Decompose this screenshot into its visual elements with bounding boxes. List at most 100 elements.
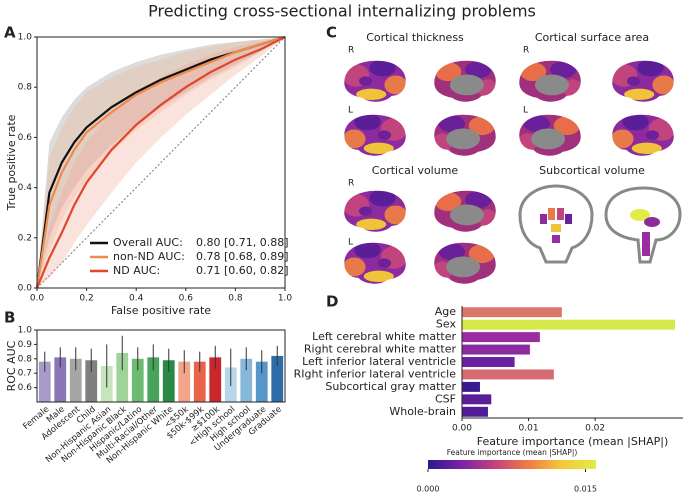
axes-frame bbox=[36, 329, 286, 403]
x-tick-label: 0.02 bbox=[585, 424, 605, 434]
y-tick-label: Sex bbox=[436, 318, 457, 331]
bar bbox=[462, 369, 554, 380]
y-tick-label: 0.6 bbox=[18, 383, 33, 393]
brain-lateral bbox=[342, 188, 408, 237]
y-tick-label: RIght inferior lateral ventricle bbox=[294, 367, 457, 380]
brain-lateral bbox=[342, 240, 408, 289]
x-tick-label: 0.0 bbox=[30, 294, 45, 304]
x-tick-label: 0.00 bbox=[452, 424, 472, 434]
y-tick-label: Left inferior lateral ventricle bbox=[302, 355, 456, 368]
brain-medial bbox=[432, 240, 498, 289]
colorbar-tick-label: 0.000 bbox=[417, 485, 440, 494]
hemisphere-label: L bbox=[348, 106, 353, 116]
x-tick-label: 0.8 bbox=[228, 294, 243, 304]
y-tick-label: 0.6 bbox=[18, 133, 33, 143]
bar bbox=[178, 361, 191, 402]
brain-medial bbox=[432, 58, 498, 107]
brain-medial bbox=[432, 112, 498, 161]
y-tick-label: Left cerebral white matter bbox=[312, 330, 456, 343]
bar bbox=[462, 394, 492, 405]
y-tick-label: Age bbox=[435, 305, 457, 318]
confidence-band bbox=[37, 37, 285, 288]
panel-letter: A bbox=[4, 24, 16, 42]
y-tick-label: 0.9 bbox=[18, 340, 33, 350]
bar bbox=[54, 357, 67, 402]
confidence-band bbox=[37, 37, 285, 288]
legend-auc: 0.80 [0.71, 0.88] bbox=[196, 236, 289, 249]
y-tick-label: 0.8 bbox=[18, 354, 33, 364]
bar bbox=[255, 361, 268, 402]
bar bbox=[69, 358, 82, 402]
y-tick-label: 0.7 bbox=[18, 369, 32, 379]
map-title: Cortical surface area bbox=[535, 31, 649, 44]
y-axis-label: ROC AUC bbox=[5, 340, 18, 391]
bar bbox=[147, 357, 160, 402]
y-tick-label: Whole-brain bbox=[389, 405, 456, 418]
subcortical-sagittal bbox=[604, 186, 682, 264]
colorbar-title: Feature importance (mean |SHAP|) bbox=[447, 448, 578, 457]
x-tick-label: 0.6 bbox=[179, 294, 194, 304]
bar bbox=[462, 381, 480, 392]
legend-label: ND AUC: bbox=[113, 264, 160, 277]
y-tick-label: CSF bbox=[435, 392, 456, 405]
hemisphere-label: R bbox=[348, 179, 354, 189]
bar bbox=[240, 358, 253, 402]
y-tick-label: Right cerebral white matter bbox=[304, 343, 457, 356]
subcortical-coronal bbox=[518, 184, 594, 264]
figure-title: Predicting cross-sectional internalizing… bbox=[148, 2, 536, 21]
y-tick-label: 0.8 bbox=[18, 83, 33, 93]
hemisphere-label: L bbox=[523, 106, 528, 116]
y-tick-label: 1.0 bbox=[18, 326, 33, 336]
hemisphere-label: L bbox=[348, 238, 353, 248]
colorbar-tick-label: 0.015 bbox=[574, 485, 597, 494]
x-axis-label: False positive rate bbox=[111, 304, 211, 317]
bar bbox=[462, 307, 562, 318]
panel-letter: C bbox=[326, 24, 337, 42]
y-axis-label: True positive rate bbox=[5, 114, 18, 211]
bar bbox=[462, 406, 488, 417]
bar bbox=[209, 357, 222, 402]
bar bbox=[116, 353, 129, 402]
brain-lateral bbox=[342, 112, 408, 161]
x-tick-label: 0.01 bbox=[519, 424, 539, 434]
y-tick-label: 0.0 bbox=[18, 284, 33, 294]
x-tick-label: 0.2 bbox=[79, 294, 93, 304]
brain-lateral bbox=[342, 58, 408, 107]
diagonal-reference bbox=[36, 36, 286, 289]
bar bbox=[162, 360, 175, 402]
legend-auc: 0.78 [0.68, 0.89] bbox=[196, 250, 289, 263]
bar bbox=[131, 358, 144, 402]
bar bbox=[85, 360, 98, 402]
bar bbox=[271, 355, 284, 402]
map-title: Cortical volume bbox=[372, 164, 459, 177]
x-tick-label: 0.4 bbox=[129, 294, 144, 304]
brain-lateral bbox=[517, 112, 583, 161]
hemisphere-label: R bbox=[348, 46, 354, 56]
x-axis-label: Feature importance (mean |SHAP|) bbox=[477, 435, 669, 448]
y-tick-label: 0.2 bbox=[18, 233, 32, 243]
brain-medial bbox=[610, 112, 676, 161]
legend-label: Overall AUC: bbox=[113, 236, 183, 249]
colorbar bbox=[428, 460, 596, 469]
confidence-band bbox=[37, 37, 285, 288]
bar bbox=[462, 319, 676, 330]
brain-lateral bbox=[517, 58, 583, 107]
brain-medial bbox=[610, 58, 676, 107]
y-tick-label: Subcortical gray matter bbox=[325, 380, 456, 393]
y-tick-label: 1.0 bbox=[18, 33, 33, 43]
brain-medial bbox=[432, 188, 498, 237]
legend-auc: 0.71 [0.60, 0.82] bbox=[196, 264, 289, 277]
legend-label: non-ND AUC: bbox=[113, 250, 185, 263]
bar bbox=[462, 332, 540, 343]
panel-letter: D bbox=[326, 293, 338, 311]
roc-curve bbox=[35, 36, 286, 289]
bar bbox=[193, 361, 206, 402]
x-tick-label: 1.0 bbox=[278, 294, 293, 304]
bar bbox=[462, 357, 515, 367]
hemisphere-label: R bbox=[523, 46, 529, 56]
y-tick-label: 0.4 bbox=[18, 183, 33, 193]
map-title: Cortical thickness bbox=[366, 31, 464, 44]
map-title: Subcortical volume bbox=[539, 164, 645, 177]
